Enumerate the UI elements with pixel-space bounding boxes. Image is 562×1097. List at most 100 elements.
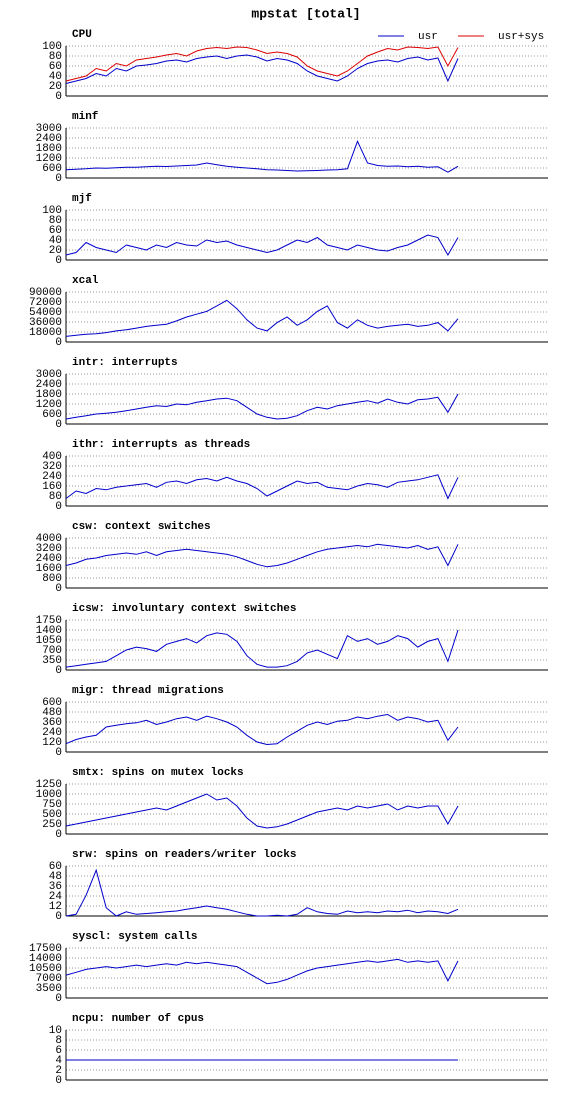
y-tick-label: 600 xyxy=(42,697,62,709)
y-tick-label: 100 xyxy=(42,41,62,53)
y-tick-label: 2400 xyxy=(36,379,62,391)
data-line xyxy=(65,474,459,500)
y-tick-label: 4000 xyxy=(36,533,62,545)
y-tick-label: 1400 xyxy=(36,625,62,637)
y-tick-label: 36 xyxy=(49,881,62,893)
y-tick-label: 3000 xyxy=(36,123,62,135)
legend-label: usr+sys xyxy=(498,31,544,43)
data-line xyxy=(65,793,459,829)
data-line xyxy=(65,393,459,420)
y-tick-label: 20 xyxy=(49,81,62,93)
y-tick-label: 0 xyxy=(55,91,62,103)
y-tick-label: 750 xyxy=(42,799,62,811)
y-tick-label: 14000 xyxy=(29,953,62,965)
panel-title: mjf xyxy=(72,193,92,205)
panel-title: syscl: system calls xyxy=(72,931,197,943)
panel-title: intr: interrupts xyxy=(72,357,178,369)
y-tick-label: 100 xyxy=(42,205,62,217)
y-tick-label: 320 xyxy=(42,461,62,473)
y-tick-label: 20 xyxy=(49,245,62,257)
y-tick-label: 6 xyxy=(55,1045,62,1057)
y-tick-label: 0 xyxy=(55,665,62,677)
y-tick-label: 1000 xyxy=(36,789,62,801)
y-tick-label: 80 xyxy=(49,215,62,227)
y-tick-label: 0 xyxy=(55,173,62,185)
data-line xyxy=(65,46,459,82)
y-tick-label: 350 xyxy=(42,655,62,667)
y-tick-label: 18000 xyxy=(29,327,62,339)
y-tick-label: 3000 xyxy=(36,369,62,381)
y-tick-label: 60 xyxy=(49,861,62,873)
y-tick-label: 0 xyxy=(55,747,62,759)
y-tick-label: 80 xyxy=(49,51,62,63)
y-tick-label: 12 xyxy=(49,901,62,913)
panel-title: srw: spins on readers/writer locks xyxy=(72,849,296,861)
page-title: mpstat [total] xyxy=(251,6,360,21)
panel-title: icsw: involuntary context switches xyxy=(72,603,296,615)
panel-title: CPU xyxy=(72,29,92,41)
y-tick-label: 8 xyxy=(55,1035,62,1047)
y-tick-label: 90000 xyxy=(29,287,62,299)
y-tick-label: 0 xyxy=(55,829,62,841)
y-tick-label: 700 xyxy=(42,645,62,657)
y-tick-label: 3200 xyxy=(36,543,62,555)
y-tick-label: 250 xyxy=(42,819,62,831)
y-tick-label: 10 xyxy=(49,1025,62,1037)
y-tick-label: 80 xyxy=(49,491,62,503)
data-line xyxy=(65,543,459,568)
data-line xyxy=(65,54,459,84)
y-tick-label: 500 xyxy=(42,809,62,821)
panel-title: ithr: interrupts as threads xyxy=(72,439,250,451)
y-tick-label: 0 xyxy=(55,337,62,349)
y-tick-label: 1800 xyxy=(36,389,62,401)
panel-title: ncpu: number of cpus xyxy=(72,1013,204,1025)
y-tick-label: 800 xyxy=(42,573,62,585)
y-tick-label: 60 xyxy=(49,61,62,73)
y-tick-label: 240 xyxy=(42,471,62,483)
data-line xyxy=(65,713,459,746)
y-tick-label: 160 xyxy=(42,481,62,493)
y-tick-label: 48 xyxy=(49,871,62,883)
y-tick-label: 400 xyxy=(42,451,62,463)
y-tick-label: 240 xyxy=(42,727,62,739)
data-line xyxy=(65,299,459,337)
y-tick-label: 600 xyxy=(42,409,62,421)
y-tick-label: 17500 xyxy=(29,943,62,955)
y-tick-label: 1200 xyxy=(36,153,62,165)
y-tick-label: 0 xyxy=(55,1075,62,1087)
panel-title: xcal xyxy=(72,275,99,287)
y-tick-label: 480 xyxy=(42,707,62,719)
y-tick-label: 4 xyxy=(55,1055,62,1067)
y-tick-label: 40 xyxy=(49,71,62,83)
y-tick-label: 60 xyxy=(49,225,62,237)
y-tick-label: 1050 xyxy=(36,635,62,647)
y-tick-label: 72000 xyxy=(29,297,62,309)
y-tick-label: 0 xyxy=(55,501,62,513)
y-tick-label: 36000 xyxy=(29,317,62,329)
data-line xyxy=(65,629,459,668)
y-tick-label: 54000 xyxy=(29,307,62,319)
y-tick-label: 0 xyxy=(55,583,62,595)
y-tick-label: 1750 xyxy=(36,615,62,627)
panel-title: smtx: spins on mutex locks xyxy=(72,767,244,779)
panel-title: migr: thread migrations xyxy=(72,685,224,697)
y-tick-label: 7000 xyxy=(36,973,62,985)
y-tick-label: 2400 xyxy=(36,133,62,145)
y-tick-label: 0 xyxy=(55,993,62,1005)
y-tick-label: 3500 xyxy=(36,983,62,995)
y-tick-label: 40 xyxy=(49,235,62,247)
y-tick-label: 0 xyxy=(55,911,62,923)
legend-label: usr xyxy=(418,31,438,43)
y-tick-label: 1250 xyxy=(36,779,62,791)
y-tick-label: 0 xyxy=(55,255,62,267)
y-tick-label: 1600 xyxy=(36,563,62,575)
y-tick-label: 10500 xyxy=(29,963,62,975)
y-tick-label: 24 xyxy=(49,891,63,903)
y-tick-label: 1800 xyxy=(36,143,62,155)
y-tick-label: 360 xyxy=(42,717,62,729)
data-line xyxy=(65,868,459,917)
panel-title: minf xyxy=(72,111,99,123)
data-line xyxy=(65,139,459,173)
